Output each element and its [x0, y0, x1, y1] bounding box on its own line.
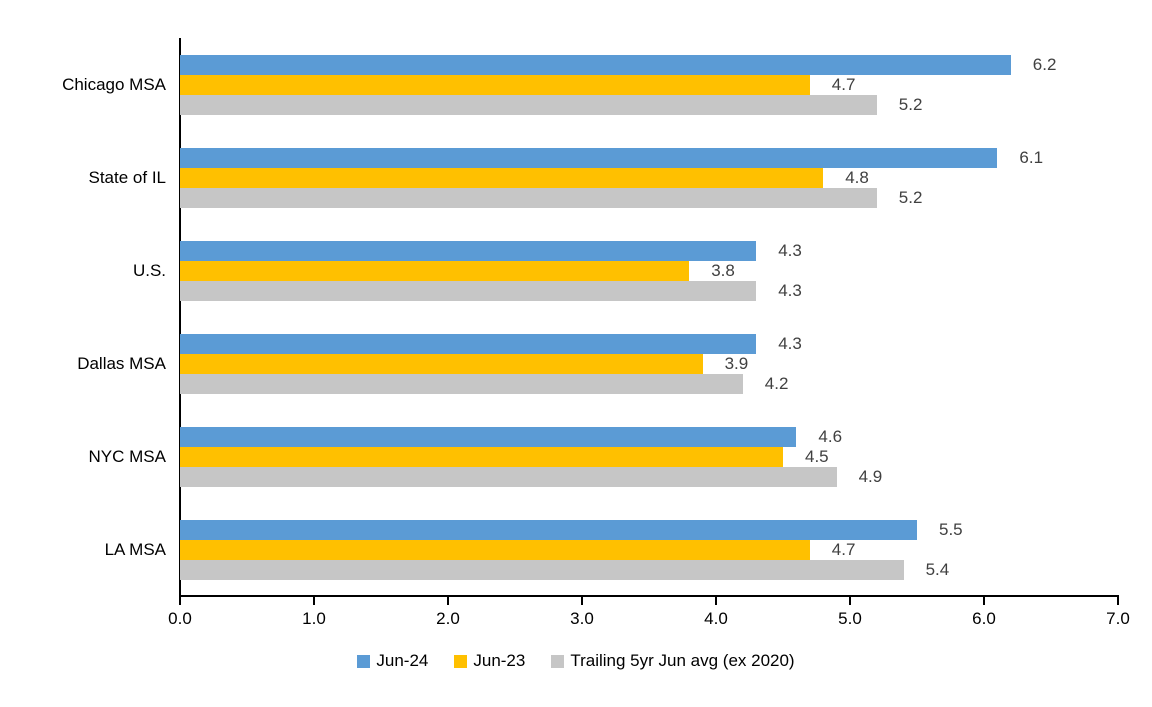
x-axis-tick-label-2-0: 2.0: [436, 609, 460, 628]
value-label-trailing-5yr-jun-avg-ex-2020-chicago-msa: 5.2: [898, 94, 923, 114]
value-label-trailing-5yr-jun-avg-ex-2020-u-s: 4.3: [778, 280, 802, 300]
legend-item-jun-24: Jun-24: [357, 651, 428, 671]
value-label-jun-23-dallas-msa: 3.9: [724, 354, 749, 374]
legend-item-trailing-5yr-jun-avg-ex-2020: Trailing 5yr Jun avg (ex 2020): [551, 651, 795, 671]
x-axis-tick-label-3-0: 3.0: [570, 609, 594, 628]
x-axis-tick-label-1-0: 1.0: [302, 609, 326, 628]
legend-swatch-trailing-5yr-jun-avg-ex-2020: [551, 654, 565, 668]
value-label-trailing-5yr-jun-avg-ex-2020-dallas-msa: 4.2: [764, 374, 789, 394]
x-axis-tick-2-0: [447, 597, 449, 605]
bar-trailing-5yr-jun-avg-ex-2020-la-msa: [180, 560, 904, 581]
value-label-trailing-5yr-jun-avg-ex-2020-nyc-msa: 4.9: [858, 467, 883, 487]
value-label-jun-24-chicago-msa: 6.2: [1032, 54, 1057, 74]
category-label-la-msa: LA MSA: [104, 540, 166, 560]
x-axis-tick-0-0: [179, 597, 181, 605]
bar-jun-24-la-msa: [180, 520, 917, 541]
value-label-jun-23-u-s: 3.8: [711, 260, 735, 280]
bar-jun-24-nyc-msa: [180, 427, 797, 448]
legend-swatch-jun-23: [454, 654, 468, 668]
legend-swatch-jun-24: [357, 654, 371, 668]
value-label-jun-24-state-of-il: 6.1: [1019, 147, 1044, 167]
value-label-trailing-5yr-jun-avg-ex-2020-state-of-il: 5.2: [898, 187, 923, 207]
value-label-trailing-5yr-jun-avg-ex-2020-la-msa: 5.4: [925, 560, 950, 580]
bar-trailing-5yr-jun-avg-ex-2020-dallas-msa: [180, 374, 743, 395]
x-axis-tick-label-6-0: 6.0: [972, 609, 996, 628]
value-label-jun-23-state-of-il: 4.8: [845, 167, 869, 187]
bar-jun-24-state-of-il: [180, 147, 998, 168]
bar-jun-23-u-s: [180, 260, 690, 281]
value-label-jun-24-dallas-msa: 4.3: [778, 334, 802, 354]
x-axis-tick-4-0: [715, 597, 717, 605]
x-axis-line: [179, 595, 1119, 597]
value-label-jun-23-nyc-msa: 4.5: [805, 447, 829, 467]
bar-jun-23-dallas-msa: [180, 354, 703, 375]
bar-trailing-5yr-jun-avg-ex-2020-state-of-il: [180, 187, 877, 208]
category-label-chicago-msa: Chicago MSA: [62, 74, 166, 94]
value-label-jun-24-la-msa: 5.5: [939, 520, 963, 540]
value-label-jun-23-chicago-msa: 4.7: [831, 74, 856, 94]
bar-jun-23-state-of-il: [180, 167, 824, 188]
legend: Jun-24 Jun-23 Trailing 5yr Jun avg (ex 202…: [0, 651, 1152, 671]
x-axis-tick-label-0-0: 0.0: [168, 609, 192, 628]
bar-trailing-5yr-jun-avg-ex-2020-u-s: [180, 280, 757, 301]
x-axis-tick-label-5-0: 5.0: [838, 609, 862, 628]
value-label-jun-24-nyc-msa: 4.6: [818, 427, 843, 447]
x-axis-tick-label-7-0: 7.0: [1106, 609, 1130, 628]
category-label-u-s: U.S.: [132, 260, 166, 280]
legend-item-jun-23: Jun-23: [454, 651, 525, 671]
x-axis-tick-label-4-0: 4.0: [704, 609, 728, 628]
category-label-dallas-msa: Dallas MSA: [77, 354, 166, 374]
bar-jun-24-chicago-msa: [180, 54, 1011, 75]
bar-jun-23-nyc-msa: [180, 447, 783, 468]
category-label-state-of-il: State of IL: [88, 167, 167, 187]
x-axis-tick-7-0: [1117, 597, 1119, 605]
legend-label-trailing-5yr-jun-avg-ex-2020: Trailing 5yr Jun avg (ex 2020): [570, 651, 795, 670]
x-axis-tick-1-0: [313, 597, 315, 605]
legend-label-jun-23: Jun-23: [473, 651, 526, 670]
bar-trailing-5yr-jun-avg-ex-2020-nyc-msa: [180, 467, 837, 488]
bar-jun-23-la-msa: [180, 540, 810, 561]
legend-label-jun-24: Jun-24: [376, 651, 429, 670]
value-label-jun-23-la-msa: 4.7: [831, 540, 856, 560]
x-axis-tick-5-0: [849, 597, 851, 605]
x-axis-tick-3-0: [581, 597, 583, 605]
category-label-nyc-msa: NYC MSA: [88, 447, 166, 467]
bar-jun-24-u-s: [180, 240, 757, 261]
bar-jun-23-chicago-msa: [180, 74, 810, 95]
bar-jun-24-dallas-msa: [180, 334, 757, 355]
y-axis-line: [179, 38, 181, 597]
value-label-jun-24-u-s: 4.3: [778, 240, 802, 260]
bar-trailing-5yr-jun-avg-ex-2020-chicago-msa: [180, 94, 877, 115]
x-axis-tick-6-0: [983, 597, 985, 605]
